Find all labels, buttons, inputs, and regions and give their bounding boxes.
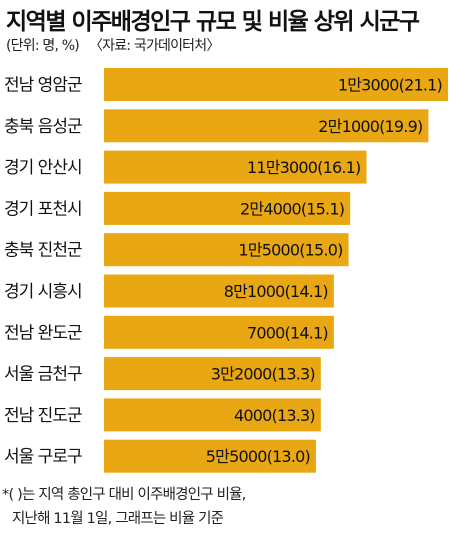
category-label: 경기 안산시 [4, 158, 82, 178]
unit-note: (단위: 명, %) [6, 38, 80, 54]
bar [104, 357, 321, 391]
category-label: 충북 진천군 [4, 241, 82, 261]
data-label: 2만1000(19.9) [318, 117, 422, 136]
category-label: 전남 완도군 [4, 323, 82, 343]
bar [104, 439, 316, 473]
footnote-line-2: 지난해 11월 1일, 그래프는 비율 기준 [12, 511, 224, 527]
bar [104, 274, 334, 308]
bar [104, 398, 321, 432]
data-label: 11만3000(16.1) [247, 158, 361, 177]
footnote-line-1: *( )는 지역 총인구 대비 이주배경인구 비율, [2, 487, 246, 503]
source-note: 〈자료: 국가데이터처〉 [88, 38, 220, 54]
bar [104, 68, 448, 101]
data-label: 4000(13.3) [234, 406, 315, 425]
data-label: 2만4000(15.1) [240, 199, 344, 218]
category-label: 전남 영암군 [4, 76, 82, 96]
data-label: 1만5000(15.0) [238, 241, 342, 260]
category-label: 서울 금천구 [4, 365, 82, 385]
bar [104, 233, 349, 267]
data-label: 5만5000(13.0) [206, 447, 310, 466]
bar [104, 109, 429, 143]
data-label: 1만3000(21.1) [338, 76, 442, 95]
footnote: *( )는 지역 총인구 대비 이주배경인구 비율, 지난해 11월 1일, 그… [2, 483, 246, 531]
category-label: 서울 구로구 [4, 447, 82, 467]
category-label: 충북 음성군 [4, 117, 82, 137]
category-label: 경기 포천시 [4, 199, 82, 219]
data-label: 8만1000(14.1) [224, 282, 328, 301]
bar [104, 150, 367, 184]
data-label: 3만2000(13.3) [211, 365, 315, 384]
chart-title: 지역별 이주배경인구 규모 및 비율 상위 시군구 [6, 9, 420, 35]
chart-subtitle: (단위: 명, %) 〈자료: 국가데이터처〉 [6, 35, 220, 55]
bar [104, 315, 334, 349]
category-label: 전남 진도군 [4, 406, 82, 426]
data-label: 7000(14.1) [247, 323, 328, 342]
bar [104, 191, 351, 225]
category-label: 경기 시흥시 [4, 282, 82, 302]
bar-chart: 전남 영암군 1만3000(21.1) 충북 음성군 2만1000(19.9) 경기 안… [4, 68, 448, 473]
